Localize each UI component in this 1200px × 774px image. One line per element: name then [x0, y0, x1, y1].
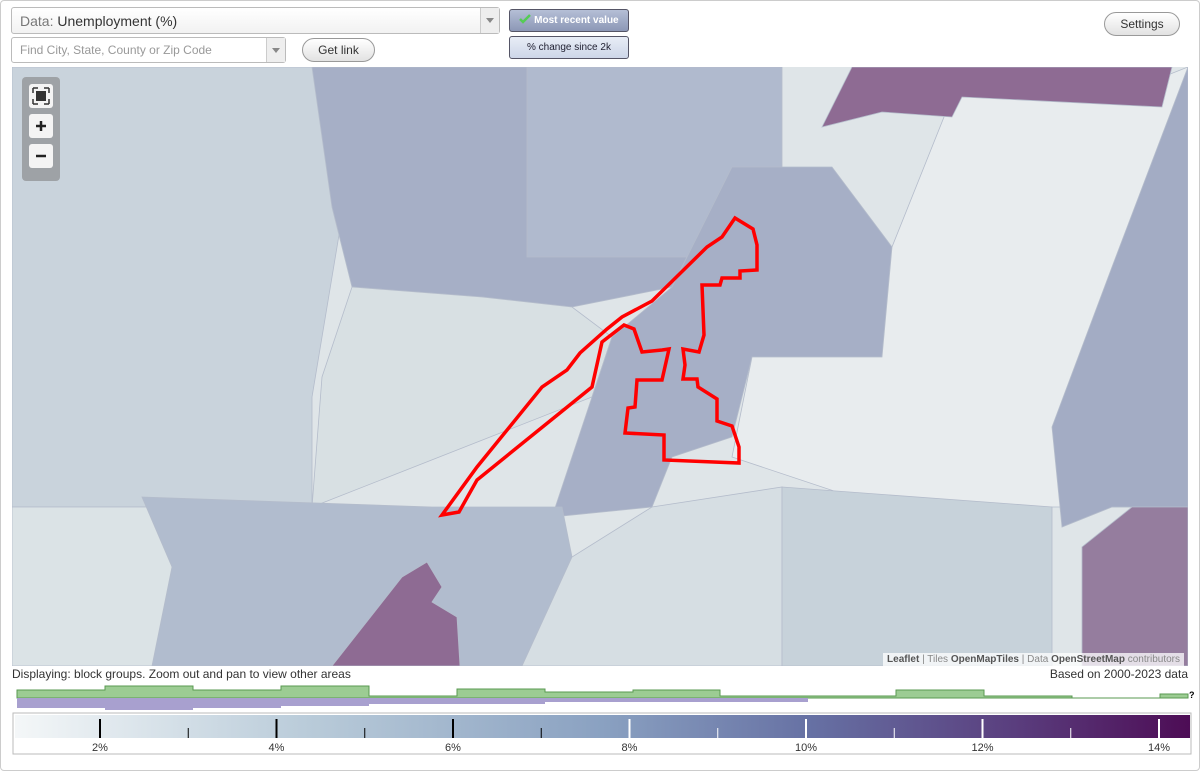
separator: | — [1021, 654, 1025, 665]
tiles-link[interactable]: OpenMapTiles — [950, 654, 1019, 665]
attribution: Leaflet | Tiles OpenMapTiles | Data Open… — [883, 653, 1184, 666]
get-link-button[interactable]: Get link — [302, 38, 375, 62]
map[interactable]: Leaflet | Tiles OpenMapTiles | Data Open… — [12, 67, 1188, 666]
most-recent-toggle[interactable]: Most recent value — [509, 9, 629, 32]
colorbar — [15, 715, 1190, 738]
search-placeholder: Find City, State, County or Zip Code — [20, 43, 212, 57]
data-label: Data: — [20, 13, 54, 29]
regions — [12, 67, 1188, 666]
settings-button[interactable]: Settings — [1104, 12, 1180, 36]
tiles-prefix: Tiles — [927, 654, 949, 665]
leaflet-link[interactable]: Leaflet — [887, 654, 920, 665]
histogram-strip: ? — [16, 685, 1195, 710]
region — [821, 67, 1173, 128]
pct-change-toggle[interactable]: % change since 2k — [509, 36, 629, 59]
contributors: contributors — [1127, 654, 1180, 665]
legend: ? 2% 4% 6% 8% 10% 12% 14% — [12, 685, 1195, 755]
data-value: Unemployment (%) — [57, 13, 178, 29]
data-prefix: Data — [1027, 654, 1049, 665]
check-icon — [519, 14, 532, 24]
colorbar-ticks: 2% 4% 6% 8% 10% 12% 14% — [92, 719, 1170, 754]
osm-link[interactable]: OpenStreetMap — [1051, 654, 1125, 665]
region — [12, 67, 353, 508]
search-box[interactable]: Find City, State, County or Zip Code — [11, 37, 286, 63]
search-arrow — [266, 38, 285, 62]
based-on-text: Based on 2000-2023 data — [1049, 667, 1188, 681]
zoom-control — [22, 77, 60, 181]
zoom-out-button[interactable] — [29, 144, 53, 168]
tick-label: 8% — [622, 742, 638, 754]
fullscreen-button[interactable] — [29, 84, 53, 108]
most-recent-label: Most recent value — [534, 15, 619, 26]
tick-label: 12% — [971, 742, 993, 754]
zoom-in-button[interactable] — [29, 114, 53, 138]
region — [331, 561, 461, 666]
separator: | — [922, 654, 925, 665]
tick-label: 2% — [92, 742, 108, 754]
region — [1081, 506, 1188, 666]
region — [1051, 67, 1188, 528]
selected-area-outline[interactable] — [438, 215, 759, 518]
tick-label: 10% — [795, 742, 817, 754]
tick-label: 4% — [269, 742, 285, 754]
region — [521, 486, 783, 666]
displaying-text: Displaying: block groups. Zoom out and p… — [12, 667, 351, 681]
tick-label: 6% — [445, 742, 461, 754]
map-svg — [12, 67, 1188, 666]
tick-label: 14% — [1148, 742, 1170, 754]
dropdown-arrow — [480, 8, 499, 33]
unknown-label: ? — [1189, 690, 1195, 700]
data-dropdown[interactable]: Data: Unemployment (%) — [11, 7, 500, 34]
region — [781, 486, 1053, 666]
